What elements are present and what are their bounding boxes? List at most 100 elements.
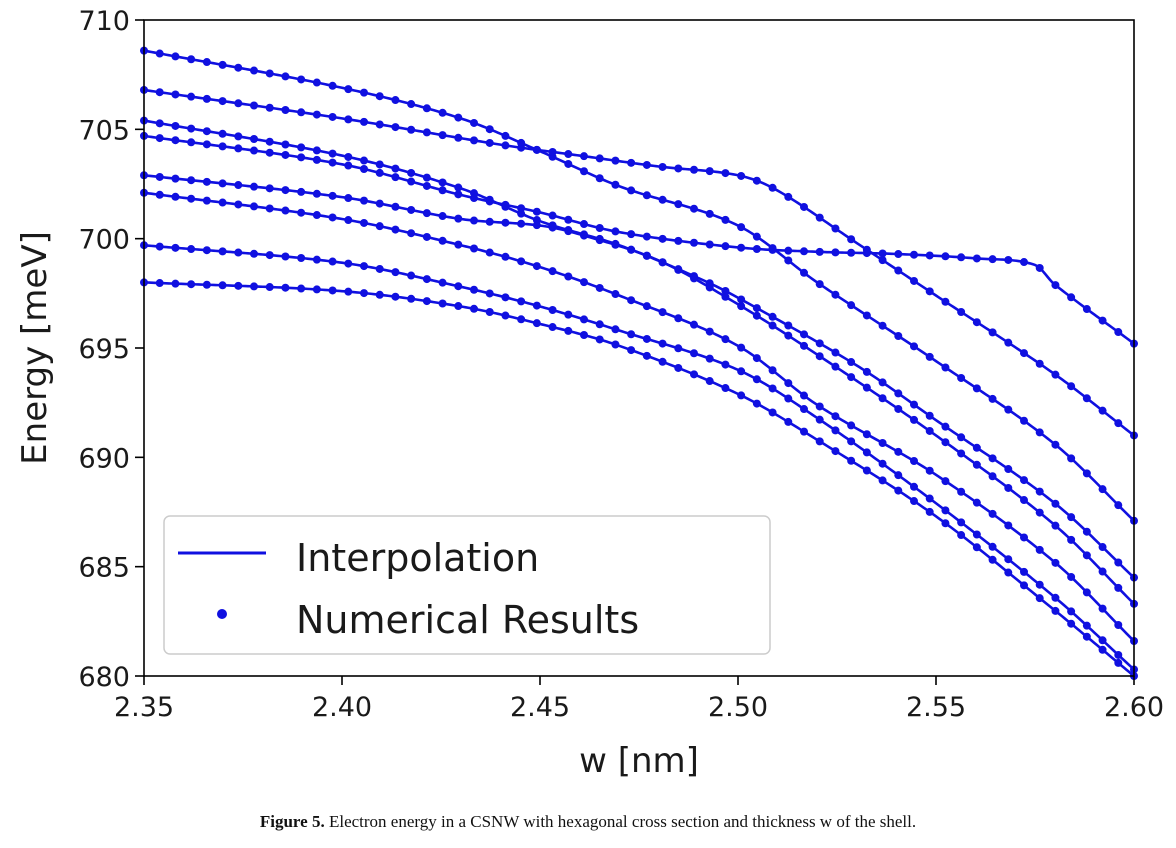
numerical-result-point (1082, 527, 1091, 536)
numerical-result-point (202, 127, 211, 136)
numerical-result-point (752, 232, 761, 241)
x-tick-label: 2.35 (114, 692, 174, 723)
numerical-result-point (784, 417, 793, 426)
numerical-result-point (642, 251, 651, 260)
numerical-result-point (611, 180, 620, 189)
numerical-result-point (972, 384, 981, 393)
numerical-result-point (580, 152, 588, 161)
numerical-result-point (988, 454, 997, 463)
numerical-result-point (1051, 593, 1060, 602)
numerical-result-point (1082, 305, 1091, 314)
numerical-result-point (658, 234, 667, 243)
numerical-result-point (155, 119, 164, 128)
numerical-result-point (752, 399, 761, 408)
numerical-result-point (234, 281, 243, 290)
numerical-result-point (1004, 568, 1013, 577)
numerical-result-point (815, 352, 824, 361)
numerical-result-point (800, 268, 808, 277)
numerical-result-point (627, 186, 636, 195)
numerical-result-point (847, 456, 856, 465)
numerical-result-point (705, 377, 714, 386)
numerical-result-point (155, 242, 164, 251)
numerical-result-point (375, 222, 384, 231)
numerical-result-point (454, 113, 463, 122)
numerical-result-point (548, 323, 557, 332)
numerical-result-point (391, 225, 400, 234)
numerical-result-point (690, 165, 698, 174)
numerical-result-point (328, 213, 337, 222)
numerical-result-point (517, 257, 526, 266)
numerical-result-point (862, 383, 871, 392)
numerical-result-point (532, 221, 541, 230)
numerical-result-point (438, 299, 447, 308)
numerical-result-point (737, 367, 746, 376)
numerical-result-point (548, 147, 557, 156)
numerical-result-point (375, 199, 384, 208)
numerical-result-point (595, 320, 604, 329)
numerical-result-point (155, 190, 164, 199)
numerical-result-point (360, 289, 368, 298)
numerical-result-point (721, 242, 730, 251)
numerical-result-point (281, 72, 290, 81)
numerical-result-point (375, 290, 384, 299)
numerical-result-point (925, 494, 934, 503)
numerical-result-point (800, 247, 808, 256)
interpolation-line (143, 134, 1135, 345)
numerical-result-point (658, 258, 667, 267)
numerical-result-point (800, 427, 808, 436)
numerical-result-point (1067, 607, 1076, 616)
numerical-result-point (894, 471, 903, 480)
numerical-result-point (202, 246, 211, 255)
numerical-result-point (470, 304, 478, 313)
numerical-result-point (800, 330, 808, 339)
numerical-result-point (894, 250, 903, 259)
numerical-result-point (580, 331, 588, 340)
numerical-result-point (297, 153, 306, 162)
numerical-result-point (580, 278, 588, 287)
numerical-result-point (642, 351, 651, 360)
numerical-result-point (1082, 632, 1091, 641)
series-6 (140, 188, 1138, 646)
numerical-result-point (752, 311, 761, 320)
numerical-result-point (281, 206, 290, 215)
numerical-result-point (265, 204, 274, 213)
numerical-result-point (972, 530, 981, 539)
numerical-result-point (690, 274, 698, 283)
numerical-result-point (501, 252, 510, 261)
numerical-result-point (344, 115, 353, 124)
numerical-result-point (627, 158, 636, 167)
numerical-result-point (737, 302, 746, 311)
numerical-result-point (234, 63, 243, 72)
numerical-result-point (878, 256, 887, 265)
numerical-result-point (265, 69, 274, 78)
numerical-result-point (910, 276, 918, 285)
numerical-result-point (1035, 545, 1044, 554)
numerical-result-point (1004, 255, 1013, 264)
numerical-result-point (1035, 594, 1044, 603)
numerical-result-point (1114, 419, 1123, 428)
numerical-result-point (422, 232, 431, 241)
numerical-result-point (847, 373, 856, 382)
numerical-result-point (187, 280, 196, 289)
numerical-result-point (595, 335, 604, 344)
numerical-result-point (768, 321, 777, 330)
numerical-result-point (674, 265, 683, 274)
numerical-result-point (627, 330, 636, 339)
numerical-result-point (407, 229, 416, 238)
numerical-result-point (1035, 580, 1044, 589)
numerical-result-point (658, 195, 667, 204)
numerical-result-point (422, 173, 431, 182)
numerical-result-point (878, 459, 887, 468)
numerical-result-point (737, 295, 746, 304)
interpolation-line (143, 88, 1135, 437)
numerical-result-point (328, 112, 337, 121)
numerical-result-point (312, 78, 321, 87)
numerical-result-point (532, 145, 541, 154)
numerical-result-point (1004, 483, 1013, 492)
numerical-result-point (202, 94, 211, 103)
numerical-result-point (344, 287, 353, 296)
y-tick-label: 685 (78, 553, 130, 584)
numerical-result-point (1114, 650, 1123, 659)
numerical-result-point (1051, 606, 1060, 615)
numerical-result-point (910, 457, 918, 465)
